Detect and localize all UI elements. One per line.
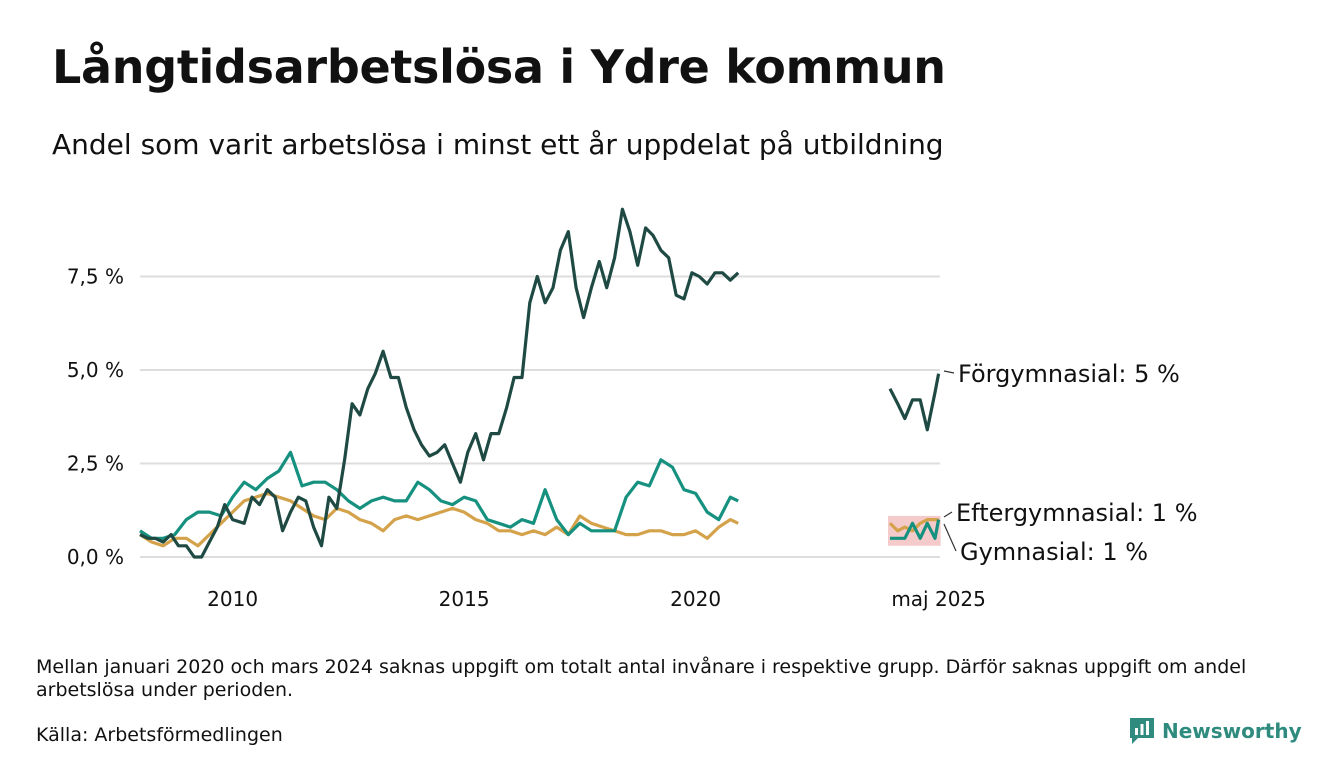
series-line-gymnasial-recent (888, 517, 939, 533)
bar-chart-icon (1130, 718, 1154, 744)
label-leader-line (943, 370, 955, 374)
series-line-förgymnasial-early (139, 207, 740, 559)
x-tick-label: 2010 (207, 587, 258, 611)
x-tick-label: 2020 (670, 587, 721, 611)
y-axis-tick-labels: 0,0 % 2,5 % 5,0 % 7,5 % (67, 265, 124, 570)
series-line-eftergymnasial-early (139, 450, 739, 540)
series-line-eftergymnasial-recent (890, 519, 941, 540)
x-tick-label: maj 2025 (891, 587, 986, 611)
label-leader-line (943, 523, 957, 552)
y-tick-label: 0,0 % (67, 545, 124, 569)
grid-lines (140, 275, 940, 558)
y-tick-label: 5,0 % (67, 358, 124, 382)
series-line-förgymnasial-recent (888, 373, 941, 432)
series-line-gymnasial-early (139, 491, 739, 548)
end-label-eftergymnasial: Eftergymnasial: 1 % (956, 499, 1198, 527)
source-text: Källa: Arbetsförmedlingen (36, 724, 283, 746)
end-labels: Förgymnasial: 5 % Eftergymnasial: 1 % Gymn… (943, 360, 1198, 566)
brand-logo[interactable]: Newsworthy (1128, 716, 1302, 746)
line-chart: 0,0 % 2,5 % 5,0 % 7,5 % 2010 2015 2020 maj 202… (67, 207, 1198, 611)
y-tick-label: 2,5 % (67, 452, 124, 476)
brand-name: Newsworthy (1162, 719, 1302, 743)
x-tick-label: 2015 (439, 587, 490, 611)
end-label-förgymnasial: Förgymnasial: 5 % (958, 360, 1180, 388)
footnote: Mellan januari 2020 och mars 2024 saknas… (36, 656, 1247, 701)
series-lines (139, 207, 941, 559)
chart-title: Långtidsarbetslösa i Ydre kommun (52, 40, 946, 94)
end-label-gymnasial: Gymnasial: 1 % (960, 538, 1148, 566)
chart-subtitle: Andel som varit arbetslösa i minst ett å… (52, 128, 944, 161)
label-leader-line (943, 511, 953, 518)
x-axis-tick-labels: 2010 2015 2020 maj 2025 (207, 587, 986, 611)
y-tick-label: 7,5 % (67, 265, 124, 289)
